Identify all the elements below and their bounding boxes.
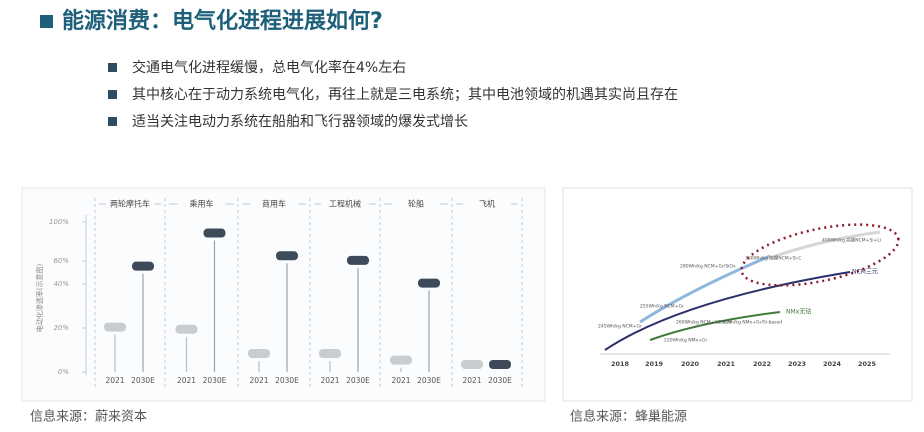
year-label: 2030E bbox=[488, 376, 512, 385]
vehicle-icon bbox=[203, 228, 226, 238]
electrification-chart: 电动化渗透率(示意图) 0% 20% 40% 60% 100% 两轮摩托车 2021 2030E… bbox=[35, 197, 523, 390]
series-label: NMx无钴 bbox=[786, 308, 811, 316]
vehicle-icon bbox=[276, 251, 298, 261]
category-label: 乘用车 bbox=[190, 199, 214, 209]
curve bbox=[604, 271, 851, 351]
curve bbox=[639, 254, 771, 324]
annotation: 260Wh/kg NCM+Gr/SiOx bbox=[676, 320, 732, 326]
bar bbox=[400, 367, 402, 372]
header-bg bbox=[177, 197, 226, 211]
header-bg bbox=[321, 197, 369, 211]
y-tick-label: 60% bbox=[53, 257, 69, 265]
vehicle-icon bbox=[132, 261, 154, 271]
bullet-text: 其中核心在于动力系统电气化，再往上就是三电系统；其中电池领域的机遇其实尚且存在 bbox=[132, 87, 678, 103]
year-label: 2030E bbox=[131, 376, 155, 385]
bar bbox=[142, 273, 144, 372]
annotation: 400Wh/kg 高镍NCM+Si+Li bbox=[822, 237, 881, 244]
curve bbox=[649, 311, 781, 341]
vehicle-icon bbox=[175, 324, 198, 334]
x-tick-label: 2021 bbox=[717, 360, 736, 368]
annotation: 245Wh/kg NCM+Gr bbox=[598, 324, 642, 330]
x-tick-label: 2024 bbox=[823, 360, 842, 368]
annotation: 220Wh/kg NMx+Gr bbox=[664, 338, 707, 344]
y-tick-label: 40% bbox=[53, 280, 69, 288]
year-label: 2021 bbox=[320, 376, 339, 385]
source: 信息来源：蔚来资本 bbox=[30, 409, 147, 425]
category-label: 商用车 bbox=[262, 199, 286, 209]
y-tick-label: 20% bbox=[53, 324, 69, 332]
series-label: NCM三元 bbox=[852, 269, 878, 276]
year-label: 2021 bbox=[177, 376, 196, 385]
year-label: 2021 bbox=[105, 376, 124, 385]
bar bbox=[357, 267, 359, 372]
bar bbox=[428, 290, 430, 372]
x-tick-label: 2022 bbox=[753, 360, 771, 368]
header-bg bbox=[250, 197, 298, 211]
x-tick-label: 2020 bbox=[681, 360, 700, 368]
annotation: 300Wh/kg 高镍NCM+Si-C bbox=[745, 255, 801, 262]
annotation: 255Wh/kg NCM+Gr bbox=[640, 304, 684, 310]
category-label: 工程机械 bbox=[329, 199, 361, 209]
highlight-ellipse bbox=[740, 223, 900, 287]
y-tick-label: 100% bbox=[49, 218, 69, 226]
header-bg bbox=[392, 197, 440, 211]
vehicle-icon bbox=[461, 360, 483, 369]
x-tick-label: 2018 bbox=[611, 360, 630, 368]
year-label: 2030E bbox=[417, 376, 441, 385]
bullet-text: 交通电气化进程缓慢，总电气化率在4%左右 bbox=[132, 59, 406, 76]
x-tick-label: 2019 bbox=[645, 360, 664, 368]
vehicle-icon bbox=[104, 322, 126, 332]
y-axis-label: 电动化渗透率(示意图) bbox=[35, 264, 44, 333]
bar bbox=[114, 334, 116, 372]
source: 信息来源：蜂巢能源 bbox=[570, 409, 687, 425]
year-label: 2030E bbox=[203, 376, 227, 385]
title: 能源消费：电气化进程进展如何? bbox=[62, 8, 383, 34]
header-bg bbox=[106, 197, 154, 211]
bar bbox=[329, 361, 331, 372]
battery-roadmap: 2018 2019 2020 2021 2022 2023 2024 2025 NCM三元 NMx… bbox=[598, 230, 890, 368]
x-tick-label: 2025 bbox=[858, 360, 877, 368]
annotation: 270Wh/kg NMx+Gr/Si-based bbox=[718, 320, 782, 326]
title-marker bbox=[40, 15, 53, 28]
category-label: 两轮摩托车 bbox=[110, 199, 150, 209]
year-label: 2030E bbox=[346, 376, 370, 385]
right-panel bbox=[562, 187, 913, 402]
bullet-marker bbox=[108, 117, 117, 126]
bullet-list: 交通电气化进程缓慢，总电气化率在4%左右其中核心在于动力系统电气化，再往上就是三… bbox=[108, 59, 678, 130]
bar bbox=[185, 336, 188, 372]
annotation: 280Wh/kg NCM+Gr/SiOx bbox=[680, 264, 736, 270]
bar bbox=[258, 361, 260, 372]
category-label: 飞机 bbox=[479, 199, 495, 209]
vehicle-icon bbox=[390, 355, 412, 365]
bullet-marker bbox=[108, 63, 117, 72]
left-panel bbox=[21, 187, 546, 402]
curve bbox=[769, 230, 881, 260]
category-label: 轮船 bbox=[408, 199, 424, 209]
header-bg bbox=[463, 197, 511, 211]
x-tick-label: 2023 bbox=[788, 360, 806, 368]
vehicle-icon bbox=[489, 360, 511, 369]
vehicle-icon bbox=[418, 278, 440, 288]
year-label: 2021 bbox=[462, 376, 481, 385]
vehicle-icon bbox=[248, 349, 270, 358]
vehicle-icon bbox=[319, 349, 341, 358]
bullet-marker bbox=[108, 90, 117, 99]
year-label: 2021 bbox=[391, 376, 410, 385]
year-label: 2030E bbox=[275, 376, 299, 385]
bar bbox=[213, 240, 216, 372]
year-label: 2021 bbox=[249, 376, 268, 385]
bar bbox=[286, 263, 288, 372]
y-tick-label: 0% bbox=[58, 368, 69, 376]
vehicle-icon bbox=[347, 255, 369, 265]
bullet-text: 适当关注电动力系统在船舶和飞行器领域的爆发式增长 bbox=[132, 114, 468, 130]
